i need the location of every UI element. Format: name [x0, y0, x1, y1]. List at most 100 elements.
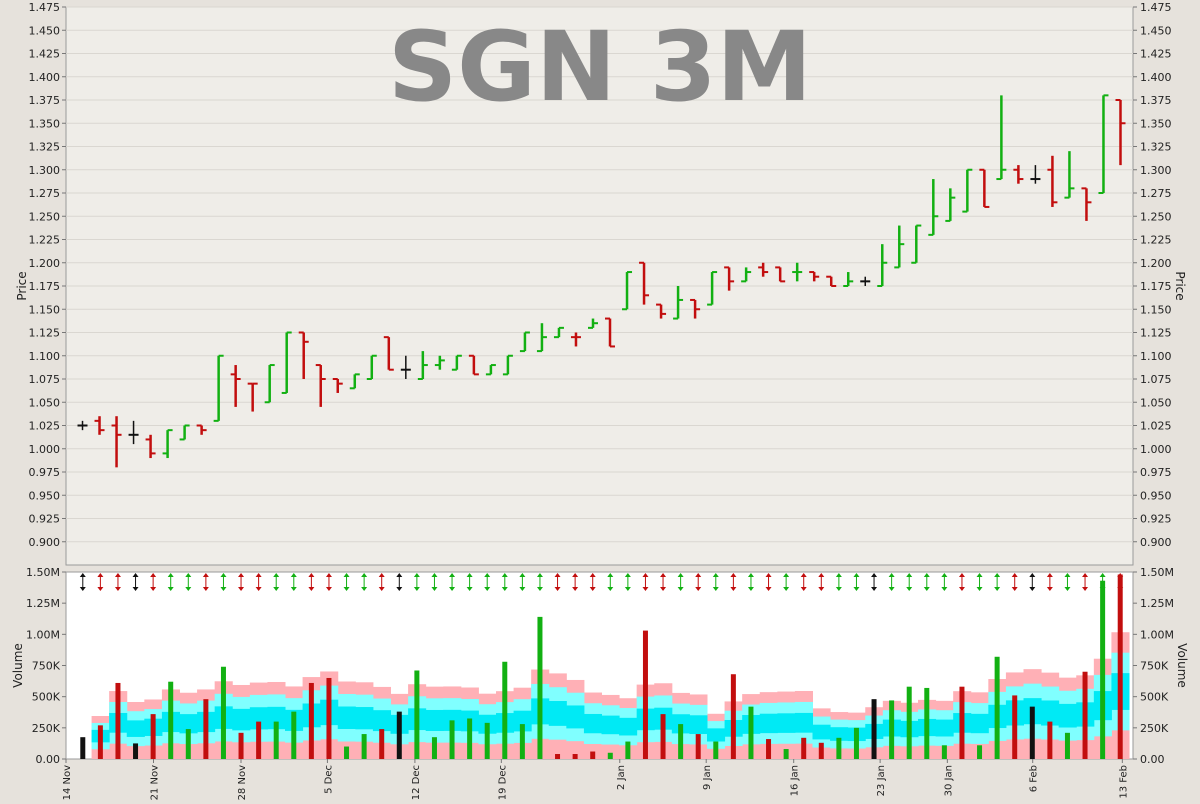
volume-bar: [730, 674, 736, 759]
volume-bar: [1012, 695, 1018, 759]
signal-arrow-head: [202, 573, 209, 591]
volume-bar: [396, 711, 402, 759]
volume-band-inner: [812, 724, 831, 740]
date-tick-label: 28 Nov: [237, 765, 248, 800]
signal-arrow-head: [695, 573, 702, 591]
volume-band-inner: [337, 706, 356, 730]
signal-arrow-head: [976, 573, 983, 591]
volume-bar: [484, 722, 490, 759]
signal-arrow-head: [413, 573, 420, 591]
signal-arrow-head: [994, 573, 1001, 591]
signal-arrow-head: [1011, 573, 1018, 591]
volume-bar: [502, 661, 508, 759]
signal-arrow-head: [536, 573, 543, 591]
volume-bar: [572, 754, 578, 759]
signal-arrow-head: [308, 573, 315, 591]
volume-tick-label-left: 1.25M: [26, 597, 60, 610]
volume-bar: [766, 739, 772, 759]
price-tick-label-left: 0.900: [29, 536, 61, 549]
signal-arrow-head: [114, 573, 121, 591]
price-tick-label-left: 1.200: [29, 257, 61, 270]
signal-arrow-head: [501, 573, 508, 591]
signal-arrow-head: [624, 573, 631, 591]
volume-bar: [1064, 732, 1070, 759]
price-axis-label-left: Price: [15, 271, 29, 300]
price-tick-label-right: 0.925: [1140, 513, 1172, 526]
volume-bar: [660, 714, 666, 759]
price-tick-label-left: 1.275: [29, 187, 61, 200]
price-tick-label-right: 1.225: [1140, 234, 1172, 247]
price-tick-label-left: 1.050: [29, 396, 61, 409]
volume-bar: [642, 630, 648, 759]
price-tick-label-left: 1.425: [29, 48, 61, 61]
date-tick-label: 9 Jan: [702, 765, 713, 790]
volume-band-inner: [794, 712, 813, 733]
price-tick-label-left: 1.125: [29, 327, 61, 340]
signal-arrow-head: [572, 573, 579, 591]
volume-bar: [238, 732, 244, 759]
date-tick-label: 19 Dec: [497, 765, 508, 800]
volume-bar: [678, 724, 684, 759]
volume-bar: [555, 754, 561, 759]
price-tick-label-left: 1.075: [29, 373, 61, 386]
price-tick-label-right: 1.275: [1140, 187, 1172, 200]
date-tick-label: 23 Jan: [876, 765, 887, 796]
volume-bar: [168, 681, 174, 759]
volume-bar: [853, 727, 859, 759]
volume-bar: [467, 718, 473, 759]
signal-arrow-head: [941, 573, 948, 591]
volume-bar: [836, 737, 842, 759]
volume-band-inner: [372, 710, 391, 732]
signal-arrow-head: [150, 573, 157, 591]
signal-arrow-head: [1046, 573, 1053, 591]
volume-tick-label-right: 1.25M: [1140, 597, 1174, 610]
signal-arrow-head: [132, 573, 139, 591]
price-tick-label-left: 1.175: [29, 280, 61, 293]
date-tick-label: 5 Dec: [323, 765, 334, 794]
signal-arrow-head: [361, 573, 368, 591]
signal-arrow-head: [255, 573, 262, 591]
price-tick-label-right: 1.000: [1140, 443, 1172, 456]
signal-arrow-head: [888, 573, 895, 591]
price-tick-label-right: 1.300: [1140, 164, 1172, 177]
price-tick-label-right: 0.900: [1140, 536, 1172, 549]
volume-band-inner: [126, 720, 145, 737]
volume-bar: [977, 745, 983, 759]
volume-band-inner: [355, 707, 374, 730]
volume-bar: [291, 711, 297, 759]
signal-arrow-head: [747, 573, 754, 591]
price-tick-label-left: 0.975: [29, 466, 61, 479]
volume-bar: [203, 699, 209, 759]
signal-arrow-head: [607, 573, 614, 591]
volume-bar: [1047, 721, 1053, 759]
volume-band-inner: [707, 728, 726, 742]
volume-bar: [695, 734, 701, 759]
volume-bar: [537, 616, 543, 759]
volume-tick-label-left: 1.50M: [26, 566, 60, 579]
volume-bar: [133, 743, 139, 759]
signal-arrow-head: [484, 573, 491, 591]
volume-tick-label-left: 0.00: [36, 753, 61, 766]
volume-tick-label-right: 0.00: [1140, 753, 1165, 766]
price-tick-label-right: 1.325: [1140, 141, 1172, 154]
price-tick-label-left: 1.300: [29, 164, 61, 177]
volume-band-inner: [935, 719, 954, 737]
signal-arrow-head: [906, 573, 913, 591]
price-tick-label-right: 1.025: [1140, 420, 1172, 433]
volume-bar: [783, 749, 789, 759]
volume-bar: [590, 751, 596, 759]
price-tick-label-right: 1.450: [1140, 24, 1172, 37]
signal-arrow-head: [923, 573, 930, 591]
volume-bar: [220, 666, 226, 759]
signal-arrow-head: [554, 573, 561, 591]
signal-arrow-head: [343, 573, 350, 591]
signal-arrow-head: [273, 573, 280, 591]
volume-tick-label-right: 1.00M: [1140, 628, 1174, 641]
price-tick-label-left: 1.450: [29, 24, 61, 37]
volume-band-inner: [583, 713, 602, 734]
price-tick-label-right: 1.375: [1140, 94, 1172, 107]
volume-band-inner: [179, 714, 198, 734]
signal-arrow-head: [730, 573, 737, 591]
volume-tick-label-right: 500K: [1140, 691, 1169, 704]
price-tick-label-left: 1.100: [29, 350, 61, 363]
